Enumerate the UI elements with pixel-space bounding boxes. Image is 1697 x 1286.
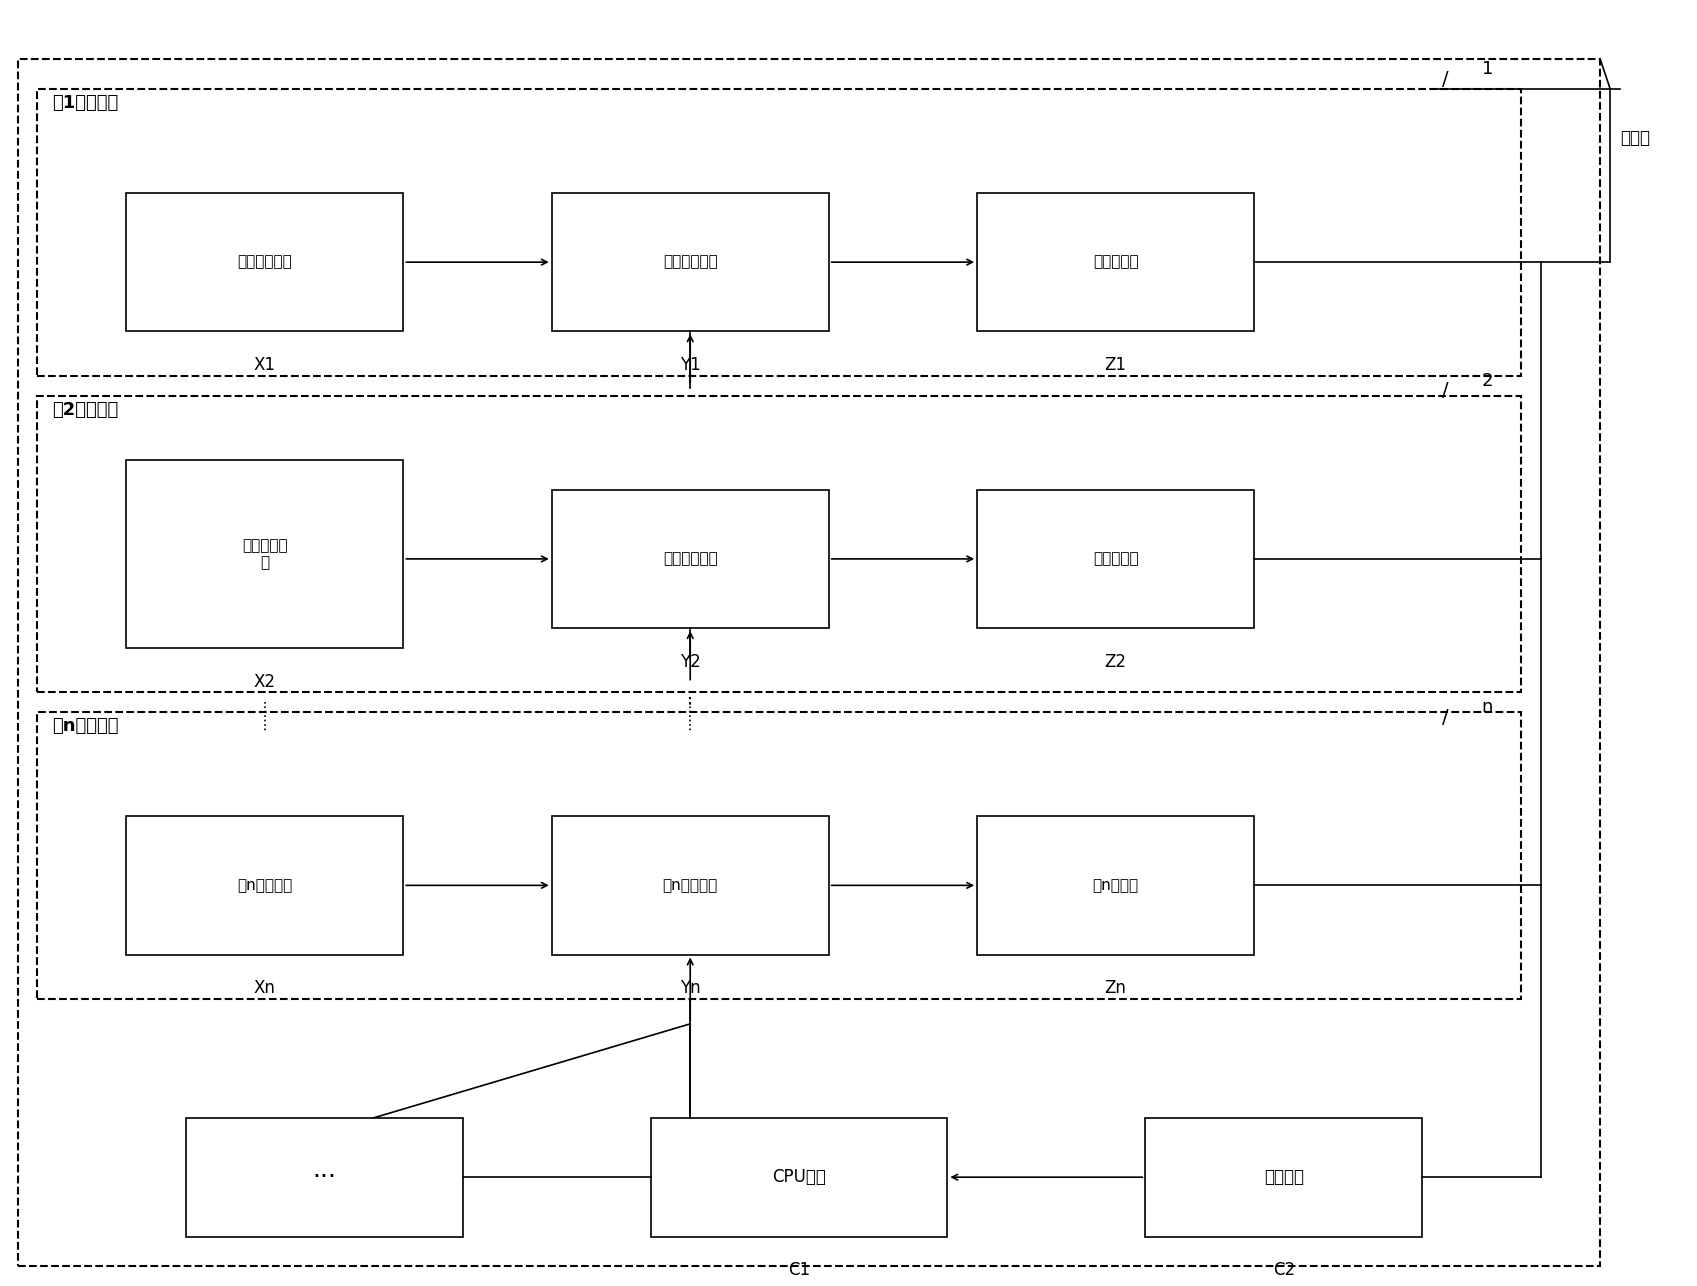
Text: C2: C2 [1273, 1262, 1295, 1280]
FancyBboxPatch shape [126, 193, 404, 332]
FancyBboxPatch shape [552, 193, 828, 332]
FancyBboxPatch shape [977, 193, 1254, 332]
FancyBboxPatch shape [185, 1118, 463, 1237]
Text: 采样电路: 采样电路 [1264, 1168, 1303, 1186]
Text: C1: C1 [787, 1262, 809, 1280]
Text: 接负载: 接负载 [1621, 130, 1649, 148]
Text: n: n [1481, 698, 1493, 716]
Text: Zn: Zn [1105, 980, 1127, 998]
Text: 第n蓄电池: 第n蓄电池 [1093, 878, 1139, 892]
Text: /: / [1442, 69, 1449, 89]
Text: Z1: Z1 [1105, 356, 1127, 374]
Text: 第二蓄电池: 第二蓄电池 [1093, 552, 1139, 566]
Text: 第二充电电路: 第二充电电路 [664, 552, 718, 566]
Text: 第n光伏阵列: 第n光伏阵列 [238, 878, 292, 892]
Text: 第n路太阳能: 第n路太阳能 [53, 718, 119, 736]
Text: /: / [1442, 381, 1449, 400]
Text: 第一蓄电池: 第一蓄电池 [1093, 255, 1139, 270]
Text: 1: 1 [1481, 60, 1493, 78]
Text: 2: 2 [1481, 372, 1493, 390]
Text: Y2: Y2 [680, 653, 701, 671]
Text: 第2路太阳能: 第2路太阳能 [53, 401, 119, 419]
Text: ···: ··· [312, 1165, 336, 1190]
Text: 第1路太阳能: 第1路太阳能 [53, 94, 119, 112]
Text: 第一光伏阵列: 第一光伏阵列 [238, 255, 292, 270]
FancyBboxPatch shape [1145, 1118, 1422, 1237]
Text: X2: X2 [255, 673, 277, 691]
Text: 第二光伏阵
列: 第二光伏阵 列 [243, 538, 288, 570]
Text: /: / [1442, 707, 1449, 727]
FancyBboxPatch shape [552, 490, 828, 628]
FancyBboxPatch shape [977, 490, 1254, 628]
Text: Xn: Xn [255, 980, 277, 998]
Text: 第n充电电路: 第n充电电路 [662, 878, 718, 892]
Text: CPU控制: CPU控制 [772, 1168, 826, 1186]
FancyBboxPatch shape [552, 817, 828, 954]
Text: Y1: Y1 [680, 356, 701, 374]
FancyBboxPatch shape [977, 817, 1254, 954]
Text: Yn: Yn [680, 980, 701, 998]
Text: Z2: Z2 [1105, 653, 1127, 671]
Text: X1: X1 [255, 356, 277, 374]
FancyBboxPatch shape [126, 460, 404, 648]
Text: 第一充电电路: 第一充电电路 [664, 255, 718, 270]
FancyBboxPatch shape [650, 1118, 947, 1237]
FancyBboxPatch shape [126, 817, 404, 954]
